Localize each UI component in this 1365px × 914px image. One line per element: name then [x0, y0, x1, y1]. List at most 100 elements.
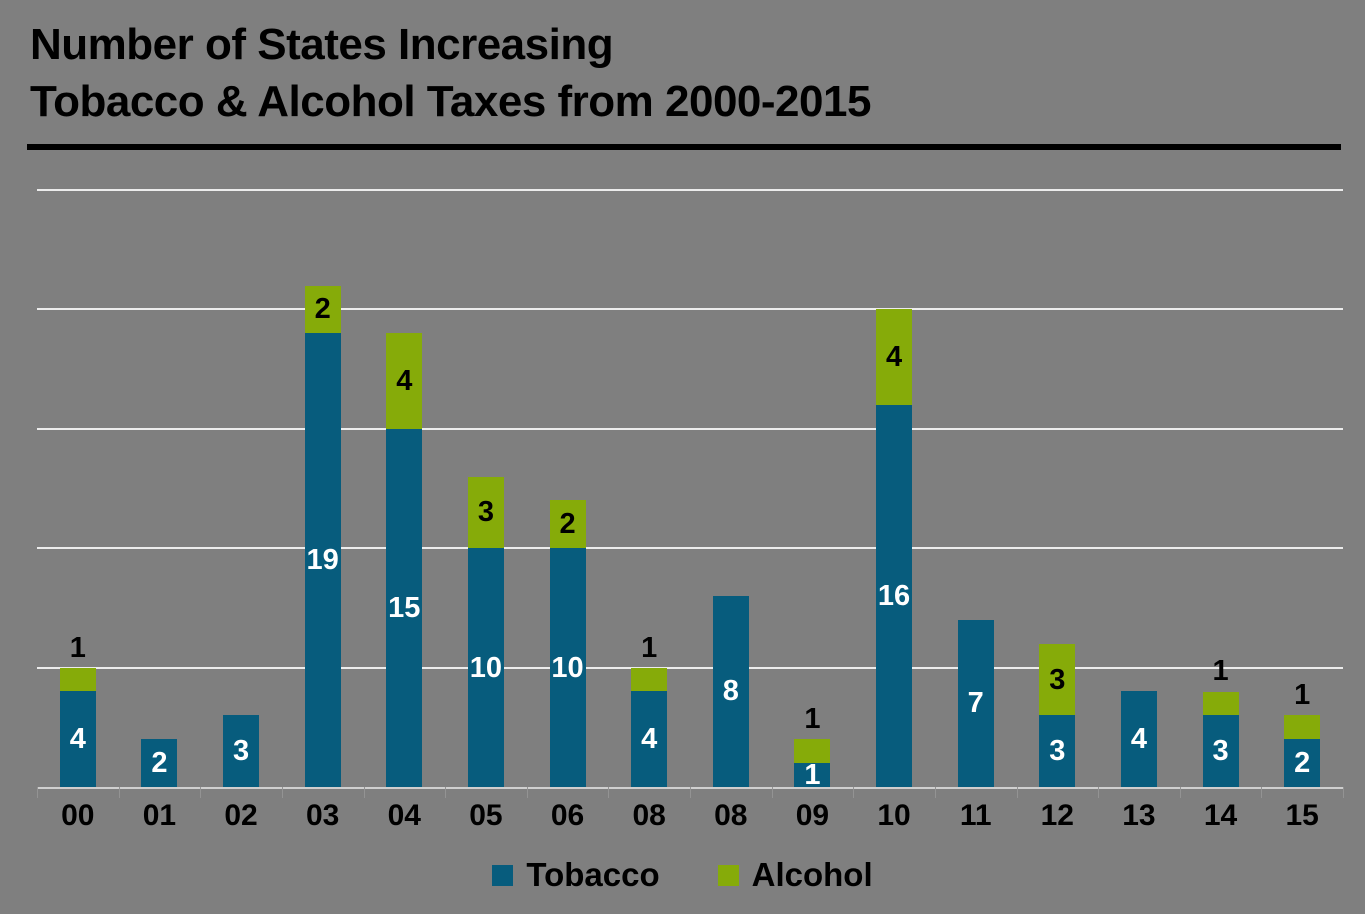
- bar-columns: 4 1 2 3 19 2 15 4 10 3 10 2 4 1 8 1 1 16 4 7 3 3 4 3 1 2 1: [37, 160, 1343, 792]
- axis-tick: [771, 787, 773, 798]
- bar-segment-tobacco: 2: [1284, 739, 1321, 787]
- x-axis-label-13-13: 13: [1122, 799, 1156, 832]
- tobacco-value-label: 4: [1130, 723, 1147, 756]
- tobacco-value-label: 3: [1049, 735, 1066, 768]
- gridline-10: [37, 547, 1343, 550]
- bar-stack: 2: [141, 739, 178, 787]
- bar-segment-tobacco: 3: [1039, 715, 1076, 787]
- x-axis-label-03-3: 03: [306, 799, 340, 832]
- bar-column-04-4: 15 4: [364, 160, 446, 787]
- legend: Tobacco Alcohol: [0, 856, 1365, 894]
- axis-tick: [1098, 787, 1100, 798]
- bar-segment-tobacco: 10: [549, 548, 586, 787]
- bar-segment-alcohol: [631, 667, 668, 692]
- x-axis-label-00-0: 00: [61, 799, 95, 832]
- x-axis-label-08-8: 08: [714, 799, 748, 832]
- tobacco-value-label: 10: [551, 651, 584, 684]
- bar-segment-alcohol: 4: [876, 309, 913, 405]
- tobacco-value-label: 1: [804, 759, 821, 792]
- bar-segment-alcohol: 2: [304, 285, 341, 334]
- bar-segment-alcohol: [1202, 691, 1239, 716]
- axis-tick: [1261, 787, 1263, 798]
- axis-tick: [1016, 787, 1018, 798]
- legend-item-alcohol: Alcohol: [717, 856, 873, 894]
- bar-segment-alcohol: [1284, 715, 1321, 740]
- bar-segment-tobacco: 10: [467, 548, 504, 787]
- bar-segment-tobacco: 8: [712, 595, 749, 787]
- bar-column-03-3: 19 2: [282, 160, 364, 787]
- axis-tick: [608, 787, 610, 798]
- bar-stack: 3: [223, 715, 260, 787]
- bar-segment-tobacco: 4: [59, 691, 96, 787]
- bar-stack: 10 3: [467, 476, 504, 787]
- tobacco-value-label: 7: [967, 687, 984, 720]
- bar-column-05-5: 10 3: [445, 160, 527, 787]
- x-axis-label-15-15: 15: [1285, 799, 1319, 832]
- axis-tick: [934, 787, 936, 798]
- legend-label-alcohol: Alcohol: [751, 856, 873, 893]
- bar-segment-tobacco: 2: [141, 739, 178, 787]
- bar-column-11-11: 7: [935, 160, 1017, 787]
- x-axis-label-12-12: 12: [1040, 799, 1074, 832]
- axis-tick: [281, 787, 283, 798]
- axis-tick: [690, 787, 691, 798]
- alcohol-value-label: 3: [1049, 663, 1066, 696]
- bar-segment-tobacco: 4: [631, 691, 668, 787]
- alcohol-value-label: 4: [396, 365, 413, 398]
- alcohol-value-label-above: 1: [69, 631, 86, 664]
- bar-column-08-8: 8: [690, 160, 772, 787]
- tobacco-value-label: 4: [69, 723, 86, 756]
- bar-stack: 15 4: [386, 333, 423, 787]
- axis-tick: [1179, 787, 1181, 798]
- tobacco-value-label: 3: [232, 735, 250, 768]
- axis-tick: [118, 787, 120, 798]
- x-axis-label-02-2: 02: [224, 799, 258, 832]
- axis-tick: [1343, 787, 1344, 798]
- alcohol-value-label-above: 1: [641, 631, 658, 664]
- alcohol-value-label: 2: [559, 508, 576, 541]
- bar-segment-tobacco: 4: [1120, 691, 1157, 787]
- title-divider-rule: [27, 144, 1341, 150]
- chart-title-line1: Number of States Increasing: [30, 20, 614, 69]
- tobacco-value-label: 8: [722, 675, 739, 708]
- tobacco-value-label: 2: [1294, 747, 1311, 780]
- axis-tick: [526, 787, 528, 798]
- tobacco-swatch-icon: [492, 864, 514, 886]
- x-axis-label-08-7: 08: [632, 799, 666, 832]
- gridline-15: [37, 427, 1343, 430]
- x-axis-label-09-9: 09: [795, 799, 830, 832]
- alcohol-value-label: 2: [314, 293, 331, 326]
- axis-tick: [200, 787, 202, 798]
- legend-label-tobacco: Tobacco: [526, 856, 660, 893]
- tobacco-value-label: 19: [306, 544, 339, 577]
- x-axis-label-04-4: 04: [387, 799, 421, 832]
- chart-title-line2: Tobacco & Alcohol Taxes from 2000-2015: [30, 77, 871, 126]
- alcohol-value-label-above: 1: [1212, 655, 1229, 688]
- gridline-20: [37, 308, 1343, 311]
- bar-stack: 8: [712, 595, 749, 787]
- axis-tick: [363, 787, 365, 798]
- alcohol-value-label-above: 1: [804, 703, 821, 736]
- tobacco-value-label: 10: [469, 651, 503, 684]
- axis-tick: [445, 787, 447, 798]
- plot-area: 4 1 2 3 19 2 15 4 10 3 10 2 4 1 8 1 1 16 4 7 3 3 4 3 1 2 1: [37, 160, 1344, 798]
- bar-stack: 16 4: [876, 309, 913, 787]
- alcohol-value-label-above: 1: [1294, 679, 1311, 712]
- bar-stack: 19 2: [304, 285, 341, 787]
- bar-stack: 4: [1120, 691, 1157, 787]
- x-axis-label-10-10: 10: [877, 799, 911, 832]
- legend-item-tobacco: Tobacco: [492, 856, 660, 894]
- bar-segment-alcohol: [59, 667, 96, 692]
- bar-segment-alcohol: 3: [467, 476, 504, 549]
- bar-column-01-1: 2: [119, 160, 201, 787]
- tobacco-value-label: 15: [388, 591, 421, 624]
